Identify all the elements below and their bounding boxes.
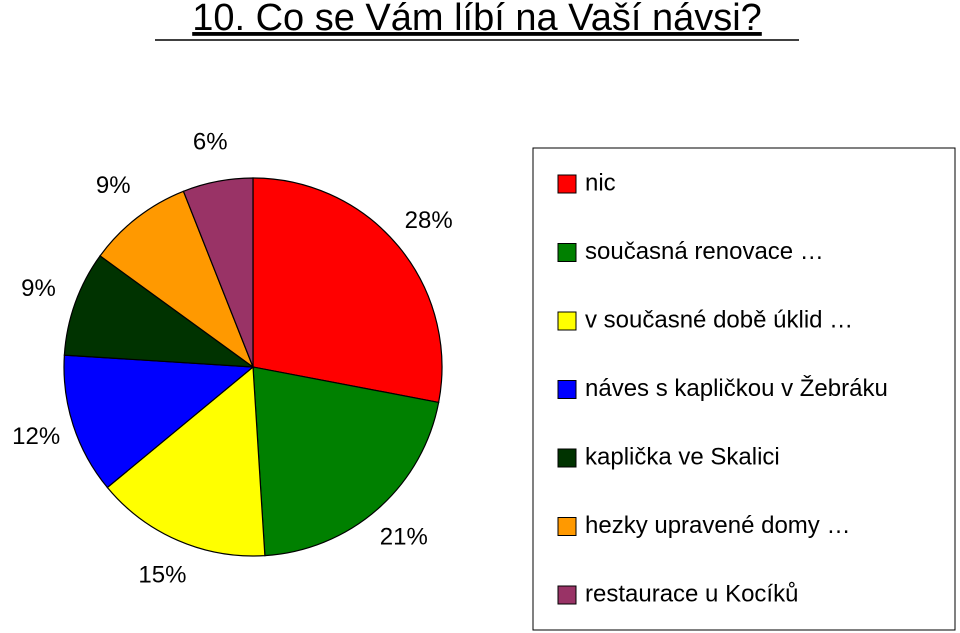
pie-slice	[63, 255, 256, 368]
pie-slice	[106, 365, 266, 557]
pie-slice	[252, 177, 443, 404]
data-label: 21%	[380, 523, 428, 550]
legend-label: nic	[585, 169, 616, 196]
legend-swatch	[557, 174, 577, 194]
data-label: 28%	[405, 207, 453, 234]
legend-swatch	[557, 448, 577, 468]
legend-swatch	[557, 585, 577, 605]
data-label: 15%	[138, 562, 186, 589]
legend-swatch	[557, 311, 577, 331]
pie-slice	[182, 177, 254, 368]
legend-label: restaurace u Kocíků	[585, 580, 798, 607]
legend-swatch	[557, 380, 577, 399]
legend-swatch	[557, 243, 577, 262]
legend-swatch	[557, 517, 577, 536]
legend-label: náves s kapličkou v Žebráku	[585, 375, 888, 402]
data-label: 6%	[193, 128, 228, 155]
pie-slice	[252, 366, 440, 557]
pie-slice	[63, 354, 255, 489]
pie-slice	[99, 190, 255, 369]
legend-label: hezky upravené domy …	[585, 512, 850, 539]
data-label: 9%	[96, 172, 131, 199]
data-label: 9%	[21, 275, 56, 302]
legend-box	[532, 147, 956, 631]
legend-label: současná renovace …	[585, 238, 824, 265]
legend-label: v současné době úklid …	[585, 306, 853, 333]
legend-label: kaplička ve Skalici	[585, 443, 780, 470]
chart-title: 10. Co se Vám líbí na Vaší návsi?	[192, 0, 762, 39]
data-label: 12%	[12, 423, 60, 450]
